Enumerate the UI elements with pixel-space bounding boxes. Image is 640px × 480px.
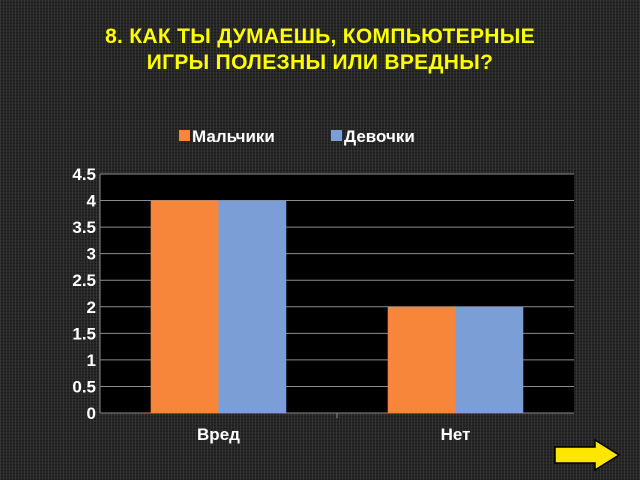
x-tick-label: Нет (441, 425, 471, 444)
title-line-2: ИГРЫ ПОЛЕЗНЫ ИЛИ ВРЕДНЫ? (146, 51, 494, 74)
legend-label: Мальчики (192, 127, 275, 146)
x-tick-label: Вред (197, 425, 240, 444)
y-tick-label: 3.5 (72, 218, 96, 237)
y-tick-label: 4.5 (72, 165, 96, 184)
plot-area: 0 0.5 1 1.5 2 2.5 3 3.5 4 4.5 Вред Нет (72, 165, 574, 444)
page-title: 8. КАК ТЫ ДУМАЕШЬ, КОМПЬЮТЕРНЫЕ ИГРЫ ПОЛ… (30, 24, 610, 76)
y-tick-label: 2.5 (72, 271, 96, 290)
bar (150, 200, 219, 413)
y-tick-label: 2 (87, 298, 96, 317)
legend-swatch (331, 130, 342, 141)
bar (218, 200, 287, 413)
bar (455, 306, 524, 413)
title-line-1: 8. КАК ТЫ ДУМАЕШЬ, КОМПЬЮТЕРНЫЕ (105, 25, 535, 48)
y-tick-label: 1 (87, 351, 96, 370)
y-tick-label: 4 (87, 192, 97, 211)
y-tick-label: 1.5 (72, 324, 96, 343)
bar (387, 306, 456, 413)
y-tick-label: 0 (87, 404, 96, 423)
next-slide-button[interactable] (553, 438, 621, 472)
y-tick-label: 3 (87, 245, 96, 264)
chart-legend: Мальчики Девочки (179, 127, 415, 146)
legend-swatch (179, 130, 190, 141)
y-tick-label: 0.5 (72, 377, 96, 396)
right-arrow-icon (554, 438, 621, 472)
legend-label: Девочки (344, 127, 415, 146)
